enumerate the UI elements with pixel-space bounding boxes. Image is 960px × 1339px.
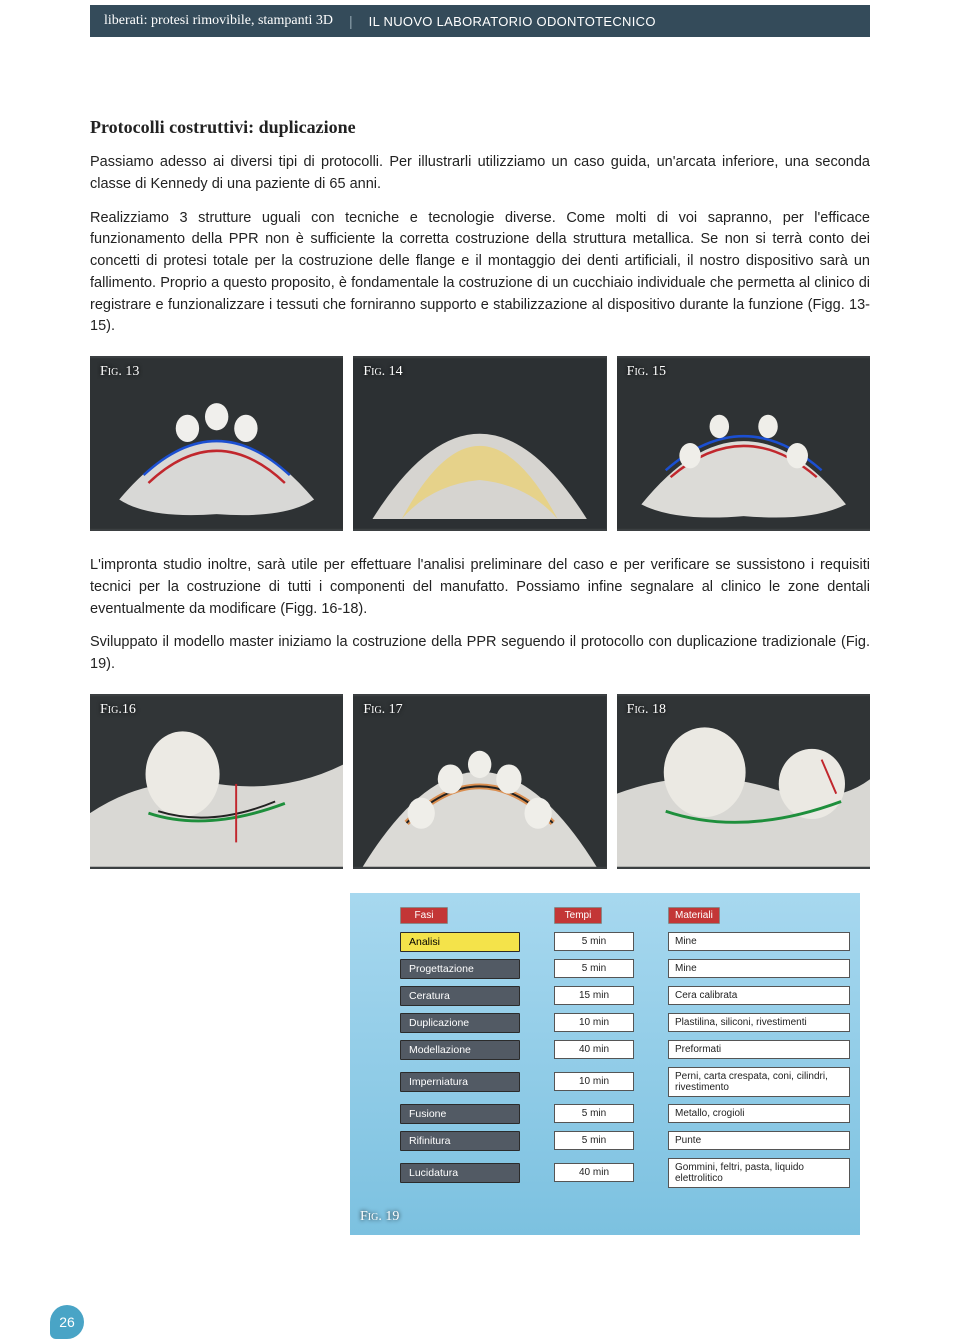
process-row: Duplicazione 10 min Plastilina, siliconi, … (400, 1013, 850, 1033)
paragraph-1: Passiamo adesso ai diversi tipi di proto… (90, 152, 870, 196)
process-time: 5 min (554, 1131, 634, 1150)
process-time: 5 min (554, 959, 634, 978)
paragraph-3: L'impronta studio inoltre, sarà utile pe… (90, 555, 870, 620)
process-time: 5 min (554, 1104, 634, 1123)
col-header-fasi: Fasi (400, 907, 448, 924)
process-material: Preformati (668, 1040, 850, 1059)
process-time: 10 min (554, 1013, 634, 1032)
header-category: liberati: protesi rimovibile, stampanti … (90, 5, 347, 37)
process-row: Analisi 5 min Mine (400, 932, 850, 952)
process-row: Progettazione 5 min Mine (400, 959, 850, 979)
figure-16: Fig.16 (90, 694, 343, 869)
process-phase: Progettazione (400, 959, 520, 979)
figure-label: Fig.16 (100, 702, 136, 718)
figure-19: Fig. 19 Fasi Tempi Materiali Analisi 5 mi… (350, 893, 860, 1235)
dental-cast-illustration (90, 356, 343, 531)
header-separator: | (347, 13, 355, 29)
process-row: Ceratura 15 min Cera calibrata (400, 986, 850, 1006)
figure-row-b: Fig.16 Fig. 17 (90, 694, 870, 869)
process-phase: Imperniatura (400, 1072, 520, 1092)
process-material: Mine (668, 959, 850, 978)
paragraph-2: Realizziamo 3 strutture uguali con tecni… (90, 208, 870, 339)
figure-17: Fig. 17 (353, 694, 606, 869)
process-phase: Fusione (400, 1104, 520, 1124)
custom-tray-illustration (353, 356, 606, 531)
process-time: 40 min (554, 1163, 634, 1182)
process-phase: Analisi (400, 932, 520, 952)
figure-label: Fig. 13 (100, 364, 139, 380)
process-row: Imperniatura 10 min Perni, carta crespata,… (400, 1067, 850, 1097)
figure-label: Fig. 15 (627, 364, 666, 380)
process-time: 15 min (554, 986, 634, 1005)
article-body: Protocolli costruttivi: duplicazione Pas… (90, 117, 870, 1235)
process-row: Modellazione 40 min Preformati (400, 1040, 850, 1060)
process-phase: Ceratura (400, 986, 520, 1006)
process-phase: Duplicazione (400, 1013, 520, 1033)
header-subtitle: IL NUOVO LABORATORIO ODONTOTECNICO (355, 14, 670, 29)
col-header-tempi: Tempi (554, 907, 602, 924)
process-table-header: Fasi Tempi Materiali (400, 907, 850, 924)
process-phase: Modellazione (400, 1040, 520, 1060)
article-header: liberati: protesi rimovibile, stampanti … (90, 5, 870, 37)
process-phase: Lucidatura (400, 1163, 520, 1183)
process-material: Punte (668, 1131, 850, 1150)
process-table-rows: Analisi 5 min Mine Progettazione 5 min Mine Ce… (400, 932, 850, 1188)
process-material: Mine (668, 932, 850, 951)
process-material: Gommini, feltri, pasta, liquido elettrol… (668, 1158, 850, 1188)
process-time: 10 min (554, 1072, 634, 1091)
process-material: Cera calibrata (668, 986, 850, 1005)
process-row: Lucidatura 40 min Gommini, feltri, pasta, … (400, 1158, 850, 1188)
figure-18: Fig. 18 (617, 694, 870, 869)
tooth-closeup-illustration (617, 694, 870, 869)
col-header-materiali: Materiali (668, 907, 720, 924)
process-row: Fusione 5 min Metallo, crogioli (400, 1104, 850, 1124)
arch-closeup-illustration (353, 694, 606, 869)
figure-label: Fig. 17 (363, 702, 402, 718)
process-time: 5 min (554, 932, 634, 951)
dental-cast-illustration (617, 356, 870, 531)
figure-label: Fig. 14 (363, 364, 402, 380)
figure-15: Fig. 15 (617, 356, 870, 531)
process-time: 40 min (554, 1040, 634, 1059)
process-row: Rifinitura 5 min Punte (400, 1131, 850, 1151)
figure-13: Fig. 13 (90, 356, 343, 531)
tooth-closeup-illustration (90, 694, 343, 869)
section-title: Protocolli costruttivi: duplicazione (90, 117, 870, 138)
figure-14: Fig. 14 (353, 356, 606, 531)
process-material: Metallo, crogioli (668, 1104, 850, 1123)
page-number: 26 (50, 1305, 84, 1339)
figure-label: Fig. 19 (360, 1209, 399, 1225)
process-material: Perni, carta crespata, coni, cilindri, r… (668, 1067, 850, 1097)
paragraph-4: Sviluppato il modello master iniziamo la… (90, 632, 870, 676)
figure-label: Fig. 18 (627, 702, 666, 718)
figure-row-a: Fig. 13 Fig. 14 Fig. 15 (90, 356, 870, 531)
process-phase: Rifinitura (400, 1131, 520, 1151)
process-material: Plastilina, siliconi, rivestimenti (668, 1013, 850, 1032)
